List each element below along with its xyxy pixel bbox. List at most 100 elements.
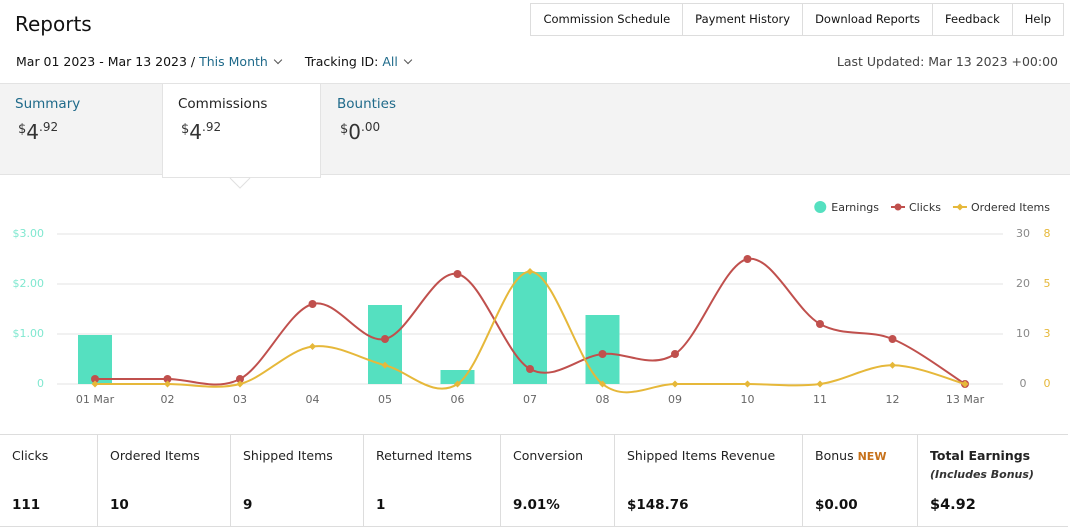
point xyxy=(889,361,896,369)
point xyxy=(961,380,969,388)
legend: Ordered Items Clicks Earnings xyxy=(814,201,1050,214)
badge: NEW xyxy=(857,450,887,463)
y-tick-label: $3.00 xyxy=(13,227,45,240)
legend-item: Earnings xyxy=(814,201,879,214)
nav-button[interactable]: Payment History xyxy=(682,4,802,35)
legend-item: Ordered Items xyxy=(952,201,1050,214)
stat-value: $0.00 xyxy=(815,497,858,513)
point xyxy=(743,255,752,263)
tab[interactable]: Commissions $4.92 xyxy=(162,84,321,178)
y-tick-label: 8 xyxy=(1044,227,1051,240)
filters: Mar 01 2023 - Mar 13 2023 / This Month T… xyxy=(16,54,417,69)
tab-name: Commissions xyxy=(178,96,268,112)
x-tick-label: 11 xyxy=(813,393,827,406)
amount-whole: 4 xyxy=(26,120,40,144)
stat-label: Bonus xyxy=(815,448,854,463)
point xyxy=(671,380,679,388)
stat-label-wrap: Bonus NEW xyxy=(815,448,886,463)
stat: Returned Items 1 xyxy=(363,435,500,526)
y-tick-label: $1.00 xyxy=(13,327,45,340)
stat: Clicks 111 xyxy=(0,435,97,526)
y-tick-label: 30 xyxy=(1016,227,1030,240)
y-tick-label: 5 xyxy=(1044,277,1051,290)
stat-value: $148.76 xyxy=(627,497,689,513)
nav-button[interactable]: Commission Schedule xyxy=(543,12,671,26)
tab-amount: $4.92 xyxy=(18,120,58,144)
amount-cents: .00 xyxy=(361,120,381,134)
nav-button[interactable]: Download Reports xyxy=(802,4,932,35)
stat: Bonus NEW $0.00 xyxy=(802,435,917,526)
legend-label: Earnings xyxy=(831,201,879,214)
stat-label: Shipped Items xyxy=(243,448,333,463)
x-tick-label: 12 xyxy=(886,393,900,406)
x-tick-label: 10 xyxy=(741,393,755,406)
stats-row: Clicks 111 Ordered Items 10 Shipped Items 9… xyxy=(0,434,1068,527)
bar xyxy=(585,315,620,384)
stat-value: 9.01% xyxy=(513,497,560,513)
x-tick-label: 09 xyxy=(668,393,682,406)
period-select[interactable]: This Month xyxy=(199,54,268,69)
bar xyxy=(368,305,402,384)
y-tick-label: 0 xyxy=(1020,377,1027,390)
tab[interactable]: Summary $4.92 xyxy=(0,84,162,174)
point xyxy=(526,268,534,275)
stat-label: Clicks xyxy=(12,448,49,463)
point xyxy=(236,380,244,388)
x-tick-label: 03 xyxy=(233,393,247,406)
x-tick-label: 08 xyxy=(596,393,610,406)
tab-amount: $4.92 xyxy=(181,120,221,144)
currency: $ xyxy=(181,122,190,137)
nav-button[interactable]: Help xyxy=(1011,4,1063,35)
page-title: Reports xyxy=(15,12,92,36)
stat: Total Earnings (Includes Bonus) $4.92 xyxy=(917,435,1068,526)
currency: $ xyxy=(340,122,349,137)
point xyxy=(309,343,316,350)
x-tick-label: 06 xyxy=(451,393,465,406)
tracking-select[interactable]: All xyxy=(382,54,398,69)
stat-value: 9 xyxy=(243,497,253,513)
point xyxy=(91,380,99,388)
point xyxy=(454,380,461,388)
stat: Shipped Items Revenue $148.76 xyxy=(614,435,802,526)
point xyxy=(816,320,824,328)
legend-label: Clicks xyxy=(909,201,941,214)
amount-whole: 4 xyxy=(189,120,203,144)
point xyxy=(888,335,897,343)
tab-name: Summary xyxy=(15,96,81,112)
legend-item: Clicks xyxy=(891,201,941,214)
tab[interactable]: Bounties $0.00 xyxy=(322,84,482,174)
legend-swatch xyxy=(956,203,964,211)
amount-cents: .92 xyxy=(39,120,59,134)
stat-label: Returned Items xyxy=(376,448,473,463)
legend-swatch xyxy=(814,201,827,213)
point xyxy=(671,350,679,358)
x-tick-label: 02 xyxy=(161,393,175,406)
point xyxy=(598,350,607,358)
point xyxy=(236,375,244,383)
point xyxy=(163,375,172,383)
stat-value: 111 xyxy=(12,497,41,513)
y-tick-label: $2.00 xyxy=(13,277,45,290)
stat-value: $4.92 xyxy=(930,497,976,513)
stat: Shipped Items 9 xyxy=(230,435,363,526)
stat: Ordered Items 10 xyxy=(97,435,230,526)
tab-name: Bounties xyxy=(337,96,397,112)
nav-button[interactable]: Feedback xyxy=(932,4,1012,35)
currency: $ xyxy=(18,122,27,137)
point xyxy=(526,365,534,373)
legend-label: Ordered Items xyxy=(971,201,1050,214)
stat: Conversion 9.01% xyxy=(500,435,614,526)
y-tick-label: 0 xyxy=(37,377,44,390)
stat-label: Total Earnings xyxy=(930,448,1031,463)
y-tick-label: 3 xyxy=(1044,327,1051,340)
point xyxy=(816,380,824,388)
tab-pointer xyxy=(229,177,251,189)
x-tick-label: 01 Mar xyxy=(76,393,115,406)
point xyxy=(744,380,751,388)
y-tick-label: 10 xyxy=(1016,327,1030,340)
legend-swatch xyxy=(894,203,902,211)
nav-bar: Commission Schedule Payment History Down… xyxy=(530,3,1064,36)
amount-whole: 0 xyxy=(348,120,362,144)
